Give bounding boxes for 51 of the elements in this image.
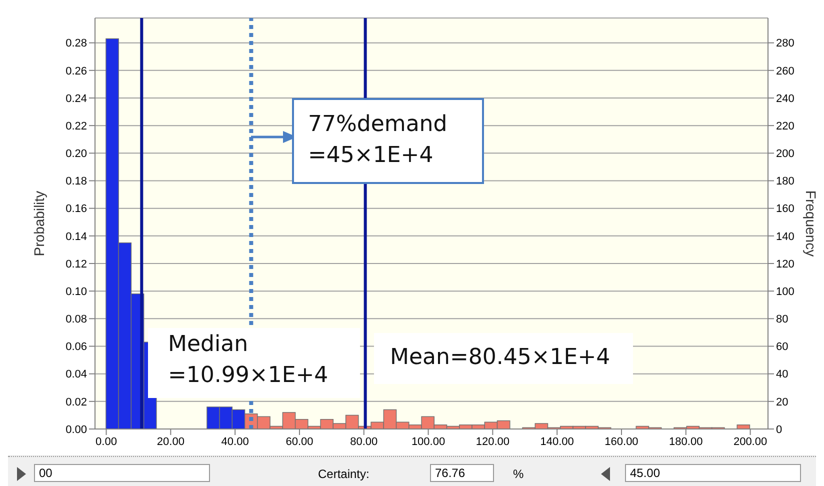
y2-tick-label: 240 [776,92,794,105]
y2-tick-label: 260 [776,65,794,78]
text: 45.00 [625,464,801,482]
x-tick-label: 40.00 [221,436,249,448]
y2-tick-label: 0 [776,424,782,436]
y2-tick-label: 280 [776,38,794,50]
y2-tick-label: 60 [776,341,788,354]
y-tick-label: 0.16 [66,203,87,216]
y-tick-label: 0.22 [66,120,87,132]
y2-tick-label: 20 [776,396,788,408]
x-tick-label: 200.00 [733,436,768,448]
y-tick-label: 0.12 [66,258,87,270]
y2-tick-label: 80 [776,314,788,326]
y2-tick-label: 100 [776,286,794,298]
x-tick-label: 60.00 [286,436,314,448]
annotation: Median =10.99×1E+4 [148,328,360,398]
y2-tick-label: 200 [776,148,794,160]
text: Certainty: [318,467,370,481]
y-tick-label: 0.02 [66,396,87,408]
y-tick-label: 0.10 [66,286,87,298]
y-tick-label: 0.06 [66,341,87,354]
y-tick-label: 0.14 [66,230,87,243]
y-tick-label: 0.24 [66,92,87,105]
x-tick-label: 160.00 [604,436,638,448]
annotation: 77%demand =45×1E+4 [292,98,484,184]
y2-tick-label: 140 [776,230,794,243]
x-tick-label: 140.00 [540,436,574,448]
x-tick-label: 100.00 [411,436,446,448]
x-tick-label: 20.00 [156,436,184,448]
y-tick-label: 0.00 [66,424,87,436]
x-tick-label: 0.00 [96,436,117,448]
y2-tick-label: 180 [776,176,794,188]
text: % [513,467,524,481]
x-tick-label: 180.00 [669,436,703,448]
y-tick-label: 0.08 [66,314,87,326]
x-tick-label: 80.00 [350,436,378,448]
x-tick-label: 120.00 [476,436,510,448]
y-tick-label: 0.28 [66,38,87,50]
text: 00 [34,464,210,482]
y2-tick-label: 120 [776,258,794,270]
text: 76.76 [430,464,494,482]
y2-axis-title: Frequency [803,190,820,257]
y2-tick-label: 220 [776,120,794,132]
y-tick-label: 0.18 [66,176,87,188]
y-tick-label: 0.26 [66,65,87,78]
y-axis-title: Probability [30,190,47,256]
y2-tick-label: 40 [776,368,788,381]
y-tick-label: 0.20 [66,148,87,160]
y-tick-label: 0.04 [66,368,87,381]
y2-tick-label: 160 [776,203,794,216]
annotation: Mean=80.45×1E+4 [374,333,633,384]
